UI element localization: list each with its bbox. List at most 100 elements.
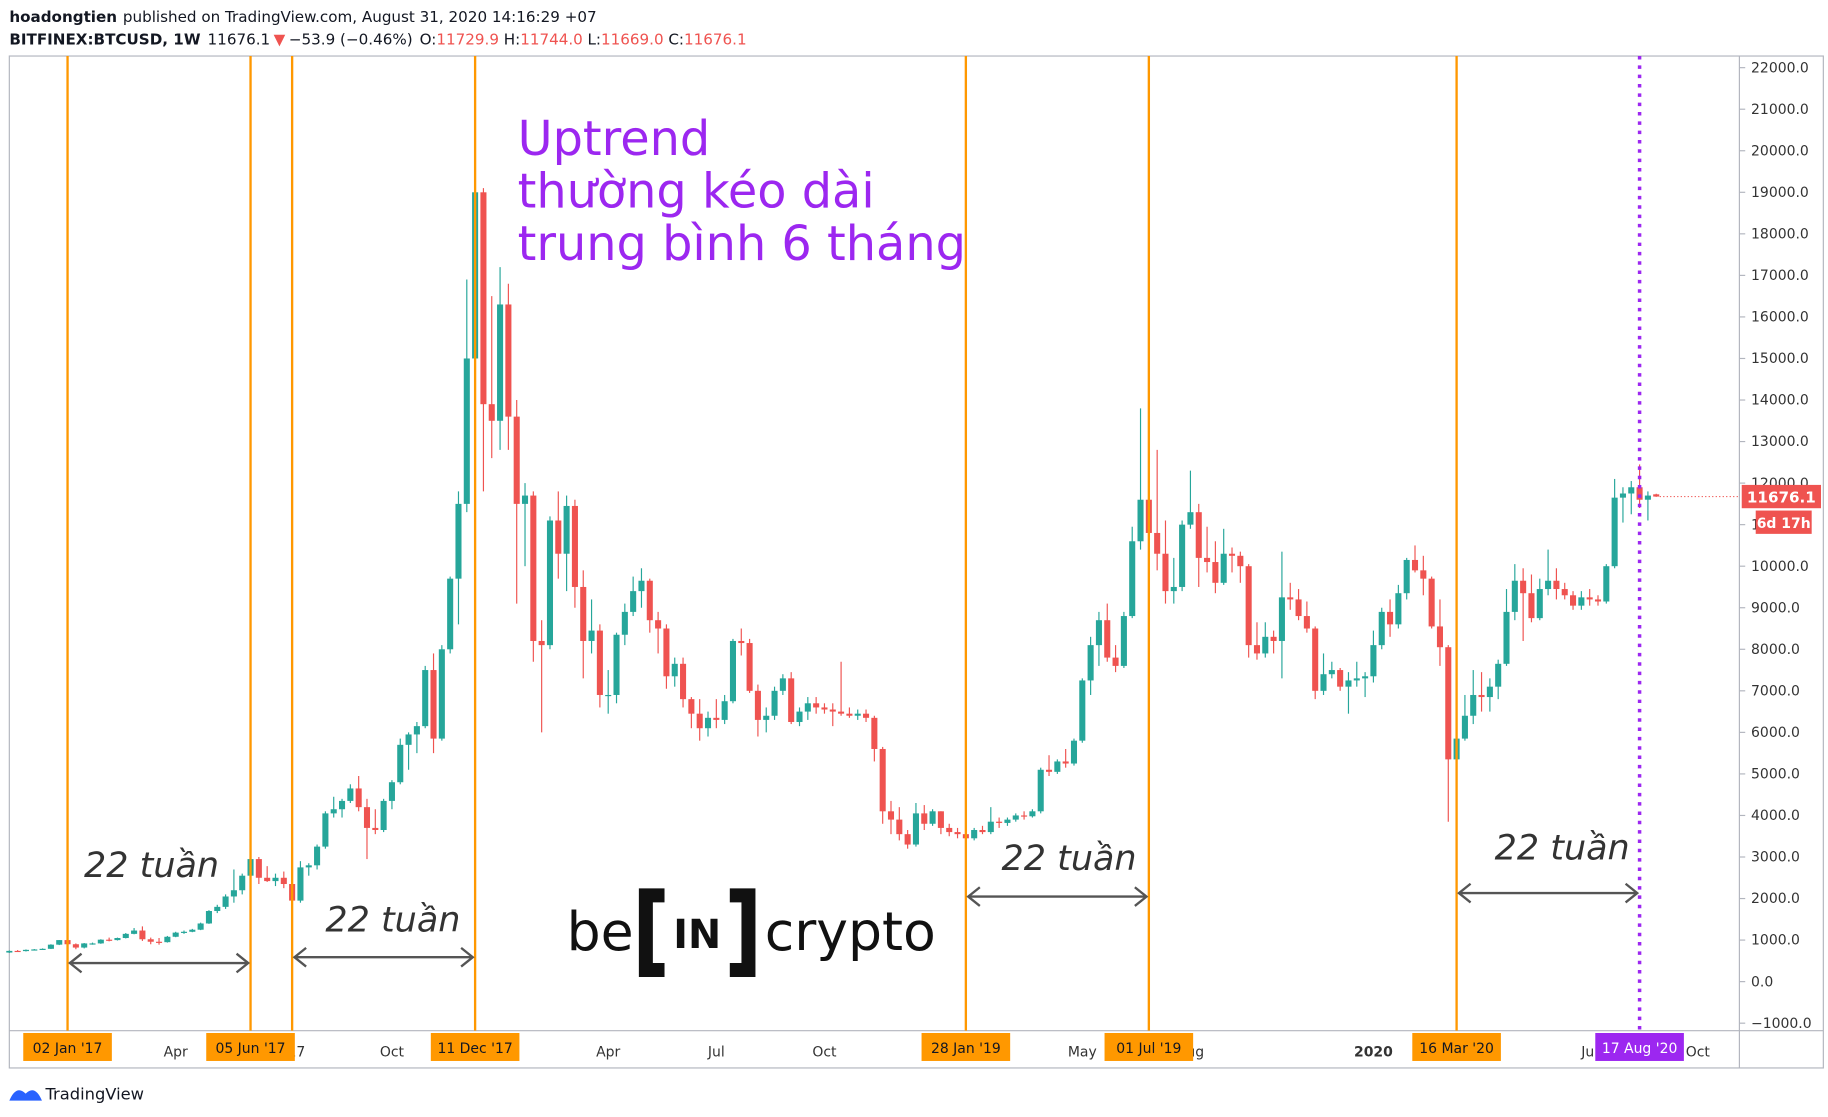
marker-label-bg: [23, 1032, 112, 1061]
candle-body: [1295, 599, 1302, 617]
candle-body: [1328, 670, 1335, 675]
published: published on TradingView.com, August 31,…: [123, 8, 597, 26]
candle-body: [1253, 645, 1261, 654]
candle-body: [1212, 562, 1219, 583]
candle-body: [1619, 493, 1626, 498]
candle-body: [1586, 597, 1593, 600]
candle-body: [863, 713, 870, 718]
candle-body: [746, 643, 753, 691]
last-price-bg: [1741, 484, 1822, 509]
candle-body: [1420, 570, 1427, 579]
candle-body: [638, 580, 645, 592]
open: 11729.9: [436, 30, 499, 48]
candle-body: [1603, 566, 1610, 602]
marker-label: 11 Dec '17: [437, 1041, 512, 1057]
candle-body: [1228, 553, 1236, 556]
candle-body: [838, 711, 845, 714]
candle-body: [6, 950, 13, 953]
candle-body: [1195, 512, 1202, 558]
candle-body: [355, 788, 362, 808]
candle-body: [1570, 595, 1577, 606]
candle-body: [222, 896, 229, 907]
candle-body: [156, 941, 163, 943]
candle-body: [1012, 815, 1019, 820]
marker-label-bg: [430, 1032, 520, 1061]
candle-body: [763, 715, 770, 720]
y-tick-label: 4000.0: [1751, 808, 1800, 824]
candle-body: [929, 811, 936, 824]
marker-label: 01 Jul '19: [1116, 1041, 1181, 1057]
candle-body: [1021, 815, 1028, 817]
candle-body: [497, 304, 504, 421]
marker-label-bg: [921, 1032, 1011, 1061]
candle-body: [1278, 597, 1285, 641]
candle-body: [264, 877, 271, 882]
candle-body: [904, 834, 911, 845]
candle-body: [996, 821, 1003, 823]
candle-body: [954, 832, 961, 835]
candle-body: [1545, 580, 1552, 590]
y-tick-label: 1000.0: [1751, 933, 1800, 949]
candle-body: [871, 717, 878, 749]
y-tick-label: 16000.0: [1751, 310, 1809, 326]
candle-body: [1037, 769, 1044, 812]
marker-label: 16 Mar '20: [1419, 1041, 1494, 1057]
marker-label-bg: [1412, 1032, 1501, 1061]
candle-body: [1503, 611, 1510, 664]
x-tick-label: Oct: [1686, 1044, 1711, 1060]
candle-body: [1370, 645, 1377, 677]
candle-body: [180, 931, 188, 933]
candle-body: [663, 628, 670, 677]
candle-body: [189, 929, 196, 932]
l-label: L:: [587, 30, 601, 48]
candle-body: [297, 867, 304, 901]
candle-body: [122, 933, 129, 939]
candle-body: [771, 690, 778, 716]
logo-mid: IN: [673, 912, 721, 958]
candle-body: [405, 734, 412, 745]
candle-body: [829, 709, 836, 712]
arrow-head: [235, 952, 251, 974]
candle-body: [1245, 566, 1252, 646]
marker-label: 02 Jan '17: [33, 1041, 103, 1057]
x-tick-label: Jul: [707, 1044, 725, 1060]
candle-body: [987, 821, 994, 833]
candle-body: [605, 694, 612, 697]
candle-body: [796, 711, 803, 722]
marker-label-bg: [1595, 1032, 1684, 1061]
candle-body: [239, 875, 246, 891]
marker-label-bg: [206, 1032, 295, 1061]
y-tick-label: 15000.0: [1751, 351, 1809, 367]
candle-body: [1461, 715, 1468, 739]
candle-body: [713, 717, 720, 720]
candle-body: [47, 944, 54, 949]
candle-body: [621, 611, 628, 635]
headline: thường kéo dài: [518, 165, 875, 220]
candle-body: [546, 520, 554, 646]
candle-body: [1436, 626, 1443, 648]
candle-body: [1378, 611, 1385, 646]
candle-body: [172, 932, 179, 937]
y-tick-label: 22000.0: [1751, 60, 1809, 76]
candle-body: [779, 678, 786, 691]
countdown-label: 6d 17h: [1757, 516, 1811, 532]
candle-body: [81, 943, 88, 948]
headline: Uptrend: [518, 112, 711, 167]
candle-body: [1636, 487, 1643, 500]
y-tick-label: 19000.0: [1751, 185, 1809, 201]
candle-body: [1511, 580, 1518, 612]
candle-body: [1004, 819, 1011, 823]
candle-body: [114, 938, 121, 941]
candle-body: [613, 634, 620, 695]
candle-body: [1162, 553, 1169, 592]
candle-body: [1029, 811, 1036, 817]
candle-body: [1578, 597, 1585, 606]
candle-body: [738, 640, 745, 644]
candle-body: [388, 782, 395, 801]
candle-body: [1403, 559, 1410, 594]
candle-body: [488, 404, 495, 421]
candle-body: [1312, 628, 1319, 691]
candle-body: [555, 520, 562, 554]
candle-body: [912, 813, 919, 845]
